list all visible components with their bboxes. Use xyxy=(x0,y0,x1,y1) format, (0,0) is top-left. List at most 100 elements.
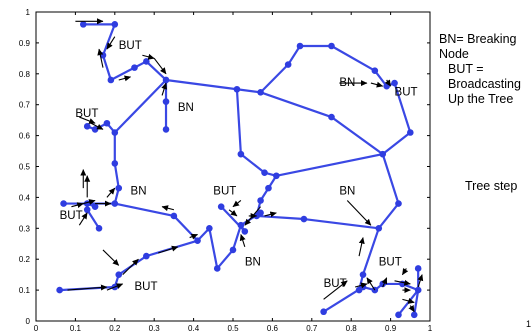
annotation-but: BUT xyxy=(324,278,347,290)
tree-node xyxy=(95,225,103,232)
message-arrow xyxy=(381,277,388,288)
tree-edge xyxy=(208,227,219,270)
message-arrow xyxy=(153,58,167,75)
tree-edge xyxy=(101,54,112,82)
y-tick-label: 0.2 xyxy=(19,255,31,264)
message-arrow xyxy=(323,280,348,300)
message-arrow xyxy=(358,237,365,257)
tree-edge xyxy=(113,78,168,134)
tree-edge xyxy=(101,23,116,57)
annotation-but: BUT xyxy=(213,185,236,197)
message-arrow xyxy=(189,233,199,240)
tree-edge xyxy=(275,153,384,177)
message-arrow xyxy=(118,75,132,82)
legend-line-bn: BN= Breaking xyxy=(439,32,517,46)
page-number: 1 xyxy=(526,319,531,329)
tree-node xyxy=(111,21,119,28)
y-tick-label: 0.5 xyxy=(19,163,31,172)
message-arrow xyxy=(90,122,104,130)
tree-node xyxy=(265,184,272,192)
x-tick-label: 0.8 xyxy=(346,324,358,333)
y-tick-label: 0.7 xyxy=(19,101,31,110)
x-tick-label: 0.1 xyxy=(70,324,82,333)
x-tick-label: 0.9 xyxy=(385,324,397,333)
message-arrow xyxy=(71,202,84,208)
tree-node xyxy=(131,64,138,71)
tree-step-label: Tree step xyxy=(465,179,518,193)
tree-node xyxy=(194,237,201,244)
x-tick-label: 0.6 xyxy=(267,324,279,333)
tree-node xyxy=(359,271,367,278)
annotation-but: BUT xyxy=(395,86,418,98)
tree-node xyxy=(300,215,308,223)
tree-edge xyxy=(216,248,235,270)
message-arrow xyxy=(264,211,277,218)
tree-edge xyxy=(381,131,412,156)
tree-node xyxy=(143,58,150,65)
annotation-bn: BN xyxy=(339,185,355,197)
message-arrow xyxy=(408,305,415,313)
tree-node xyxy=(284,61,292,68)
message-arrow xyxy=(417,274,424,288)
tree-edge xyxy=(381,153,400,205)
chart-annotations: BUT BUT BN BN BUT BUT BN BN BN BUT BUT BUT BUT xyxy=(60,40,418,293)
x-tick-label: 0.5 xyxy=(227,324,239,333)
tree-node xyxy=(217,203,225,210)
tree-edge xyxy=(113,202,175,218)
tree-edge xyxy=(393,81,412,134)
tree-edge xyxy=(113,162,120,190)
tree-edge xyxy=(231,224,242,252)
tree-node xyxy=(213,265,221,272)
annotation-bn: BN xyxy=(339,77,355,89)
annotation-bn: BN xyxy=(245,256,261,268)
tree-node xyxy=(391,79,398,87)
annotation-but: BUT xyxy=(135,281,158,293)
message-arrow xyxy=(122,258,139,276)
tree-node xyxy=(233,85,241,93)
legend-line-up-the-tree: Up the Tree xyxy=(448,92,514,106)
tree-edge xyxy=(109,66,136,82)
tree-node xyxy=(115,184,123,192)
message-arrow xyxy=(106,36,116,50)
tree-node xyxy=(83,123,91,130)
tree-node xyxy=(371,67,379,75)
annotation-bn: BN xyxy=(178,102,194,114)
legend-line-but: BUT = xyxy=(448,62,484,76)
legend-line-node: Node xyxy=(439,47,469,61)
x-tick-label: 0.3 xyxy=(149,324,161,333)
tree-node xyxy=(83,206,91,214)
tree-node xyxy=(206,225,213,232)
plot-frame xyxy=(35,11,431,322)
tree-node xyxy=(261,169,268,176)
y-tick-label: 0.1 xyxy=(19,286,31,295)
message-arrow xyxy=(355,282,368,289)
tree-node xyxy=(375,225,383,232)
tree-node xyxy=(103,119,111,127)
tree-edge xyxy=(287,44,302,66)
tree-node xyxy=(170,212,178,220)
tree-node xyxy=(115,271,123,278)
tree-node xyxy=(111,160,119,167)
tree-node xyxy=(414,265,422,272)
tree-edge xyxy=(377,202,400,230)
legend-text: BN= Breaking Node BUT = Broadcasting Up … xyxy=(439,32,531,107)
message-arrow xyxy=(78,212,88,226)
tree-edge xyxy=(235,88,242,156)
message-arrow xyxy=(366,277,376,291)
tree-node xyxy=(328,113,335,121)
annotation-but: BUT xyxy=(60,210,83,222)
tree-node xyxy=(414,286,422,294)
message-arrow xyxy=(142,53,155,60)
tree-edge xyxy=(255,214,306,221)
tree-node xyxy=(143,252,150,260)
tree-edge xyxy=(330,115,384,156)
tree-node xyxy=(237,150,245,158)
tree-node xyxy=(410,311,418,319)
tree-node xyxy=(229,246,237,254)
x-tick-label: 0.2 xyxy=(109,324,121,333)
tree-node xyxy=(395,200,402,207)
message-arrow xyxy=(401,267,409,276)
tree-edge xyxy=(259,91,333,119)
tree-node xyxy=(273,172,280,180)
tree-node xyxy=(395,311,402,319)
